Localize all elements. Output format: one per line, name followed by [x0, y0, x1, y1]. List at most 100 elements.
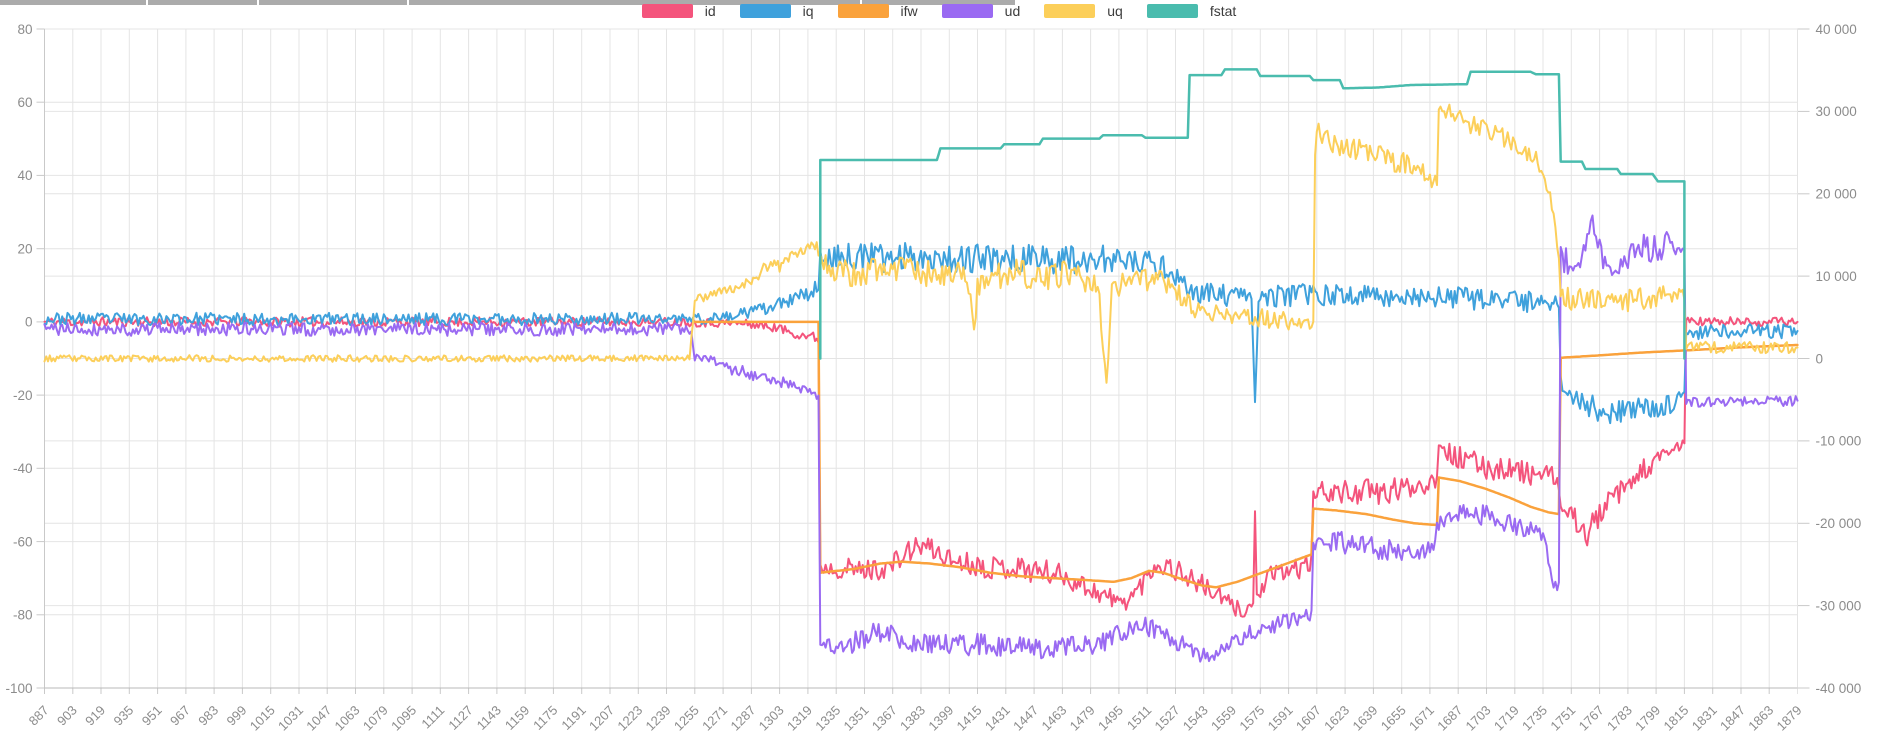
- legend-swatch-ud: [941, 4, 993, 18]
- chart-legend: id iq ifw ud uq fstat: [0, 4, 1878, 18]
- svg-text:1671: 1671: [1406, 703, 1437, 734]
- svg-text:0: 0: [1816, 351, 1824, 366]
- svg-text:1367: 1367: [869, 703, 900, 734]
- scrollbar-notch: [146, 0, 148, 5]
- legend-swatch-fstat: [1146, 4, 1198, 18]
- svg-text:1319: 1319: [784, 703, 815, 734]
- scrollbar-notch: [257, 0, 259, 5]
- legend-label: iq: [802, 3, 814, 19]
- svg-text:1015: 1015: [247, 703, 278, 734]
- svg-text:1783: 1783: [1604, 703, 1635, 734]
- svg-text:1175: 1175: [530, 703, 560, 733]
- svg-text:1047: 1047: [303, 703, 334, 734]
- series-lines: [43, 68, 1799, 663]
- svg-text:919: 919: [82, 703, 108, 729]
- svg-text:1607: 1607: [1293, 703, 1324, 734]
- svg-text:1799: 1799: [1632, 703, 1663, 734]
- svg-text:1479: 1479: [1067, 703, 1098, 734]
- legend-swatch-id: [641, 4, 693, 18]
- svg-text:1847: 1847: [1717, 703, 1748, 734]
- svg-text:1095: 1095: [388, 703, 419, 734]
- svg-text:1335: 1335: [812, 703, 843, 734]
- svg-text:1655: 1655: [1378, 703, 1409, 734]
- svg-text:1031: 1031: [275, 703, 306, 734]
- svg-text:1271: 1271: [699, 703, 730, 734]
- series-uq: [43, 103, 1799, 384]
- x-gridlines: [44, 29, 1798, 694]
- svg-text:1223: 1223: [614, 703, 645, 734]
- svg-text:1543: 1543: [1180, 703, 1211, 734]
- svg-text:1495: 1495: [1095, 703, 1126, 734]
- svg-text:1431: 1431: [982, 703, 1013, 734]
- svg-text:1207: 1207: [586, 703, 617, 734]
- svg-text:999: 999: [224, 703, 250, 729]
- svg-text:1143: 1143: [474, 703, 504, 733]
- legend-item-fstat[interactable]: fstat: [1146, 4, 1236, 18]
- svg-text:1127: 1127: [445, 703, 475, 733]
- series-fstat: [819, 68, 1686, 360]
- y-axis-left-labels: 80 60 40 20 0 -20 -40 -60 -80 -100: [5, 22, 32, 696]
- svg-text:1719: 1719: [1491, 703, 1522, 734]
- svg-text:935: 935: [110, 703, 136, 729]
- svg-text:1815: 1815: [1660, 703, 1691, 734]
- series-id: [43, 316, 1799, 618]
- svg-text:1255: 1255: [671, 703, 702, 734]
- svg-text:1383: 1383: [897, 703, 928, 734]
- legend-item-uq[interactable]: uq: [1044, 4, 1123, 18]
- x-axis-labels: 887 903 919 935 951 967 983 9991015103110471063…: [26, 703, 1805, 734]
- legend-label: id: [704, 3, 716, 19]
- svg-text:-80: -80: [13, 608, 33, 623]
- y-gridlines: [36, 28, 1810, 689]
- svg-text:1511: 1511: [1124, 703, 1154, 733]
- svg-text:1063: 1063: [332, 703, 363, 734]
- svg-text:1863: 1863: [1745, 703, 1776, 734]
- scrollbar-notch: [407, 0, 409, 5]
- svg-text:1767: 1767: [1576, 703, 1607, 734]
- svg-text:1639: 1639: [1349, 703, 1380, 734]
- svg-text:80: 80: [17, 22, 32, 37]
- svg-text:1159: 1159: [502, 703, 532, 733]
- legend-item-ud[interactable]: ud: [941, 4, 1020, 18]
- svg-text:1559: 1559: [1208, 703, 1239, 734]
- svg-text:-100: -100: [5, 681, 32, 696]
- legend-label: ifw: [900, 3, 918, 19]
- top-scrollbar[interactable]: [0, 0, 1015, 5]
- svg-text:1079: 1079: [360, 703, 391, 734]
- svg-text:1303: 1303: [756, 703, 787, 734]
- svg-text:-40: -40: [13, 461, 33, 476]
- svg-text:1591: 1591: [1265, 703, 1296, 734]
- svg-text:903: 903: [54, 703, 80, 729]
- svg-text:-30 000: -30 000: [1816, 598, 1862, 613]
- legend-item-id[interactable]: id: [641, 3, 716, 19]
- svg-text:-40 000: -40 000: [1816, 681, 1862, 696]
- svg-text:1287: 1287: [727, 703, 758, 734]
- svg-text:1879: 1879: [1774, 703, 1805, 734]
- svg-text:-20 000: -20 000: [1816, 516, 1862, 531]
- legend-swatch-iq: [739, 4, 791, 18]
- svg-text:887: 887: [26, 703, 52, 729]
- svg-text:983: 983: [195, 703, 221, 729]
- svg-text:1735: 1735: [1519, 703, 1550, 734]
- legend-swatch-ifw: [837, 4, 889, 18]
- svg-text:1351: 1351: [841, 703, 872, 734]
- svg-text:1527: 1527: [1152, 703, 1183, 734]
- svg-text:1415: 1415: [954, 703, 985, 734]
- svg-text:1751: 1751: [1547, 703, 1578, 734]
- svg-text:1687: 1687: [1434, 703, 1465, 734]
- svg-text:967: 967: [167, 703, 193, 729]
- series-ud: [43, 214, 1799, 663]
- legend-item-ifw[interactable]: ifw: [837, 3, 918, 19]
- legend-swatch-uq: [1044, 4, 1096, 18]
- scrollbar-notch: [860, 0, 862, 5]
- svg-text:1447: 1447: [1010, 703, 1041, 734]
- svg-text:1399: 1399: [925, 703, 956, 734]
- svg-text:1575: 1575: [1236, 703, 1267, 734]
- svg-text:20: 20: [17, 242, 32, 257]
- series-iq: [43, 242, 1799, 425]
- svg-text:10 000: 10 000: [1816, 269, 1857, 284]
- legend-item-iq[interactable]: iq: [739, 3, 814, 19]
- svg-text:40: 40: [17, 168, 32, 183]
- svg-text:40 000: 40 000: [1816, 22, 1857, 37]
